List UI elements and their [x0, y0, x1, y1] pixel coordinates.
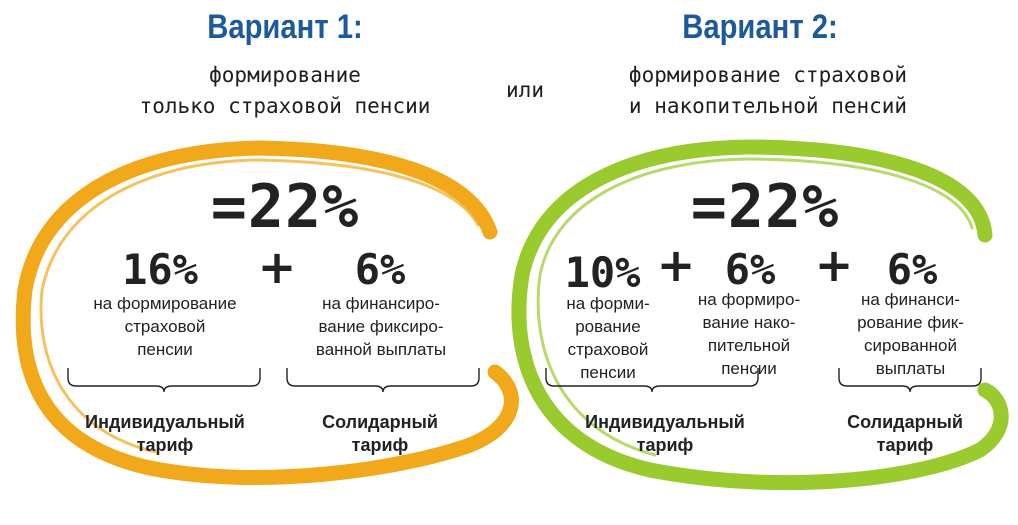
variant1-plus-1: +	[257, 240, 297, 294]
variant1-subtitle: формирование только страховой пенсии	[139, 63, 431, 118]
variant1-description-1: на формирование страховой пенсии	[93, 294, 237, 359]
variant2-percent-3: 6%	[886, 245, 938, 294]
variant1-percent-2: 6%	[354, 245, 406, 294]
or-separator: или	[506, 78, 544, 102]
variant1-percent-1: 16%	[122, 245, 198, 294]
variant2-title: Вариант 2:	[682, 8, 838, 46]
variant2-total: =22%	[690, 172, 840, 242]
variant2-description-1: на форми- рование страховой пенсии	[566, 294, 650, 382]
green-ring	[511, 139, 1009, 491]
variant2-description-2: на формиро- вание нако- пительной пенсии	[697, 290, 801, 378]
braces	[67, 368, 982, 393]
variant1-tariff-individual: Индивидуальный тариф	[85, 412, 245, 455]
variant1-total: =22%	[210, 172, 360, 242]
variant1-title: Вариант 1:	[207, 8, 363, 46]
variant2-percent-1: 10%	[564, 248, 641, 297]
variant2-plus-1: +	[656, 238, 696, 292]
variant1-description-2: на финансиро- вание фиксиро- ванной выпл…	[315, 294, 447, 359]
variant2-tariff-solidary: Солидарный тариф	[847, 412, 963, 455]
orange-ring	[15, 140, 519, 485]
variant2-description-3: на финанси- рование фик- сированной выпл…	[857, 290, 964, 378]
variant1-tariff-solidary: Солидарный тариф	[322, 412, 438, 455]
variant2-plus-2: +	[814, 238, 854, 292]
variant2-tariff-individual: Индивидуальный тариф	[585, 412, 745, 455]
variant2-subtitle: формирование страховой и накопительной п…	[628, 63, 908, 118]
variant2-percent-2: 6%	[724, 245, 776, 294]
